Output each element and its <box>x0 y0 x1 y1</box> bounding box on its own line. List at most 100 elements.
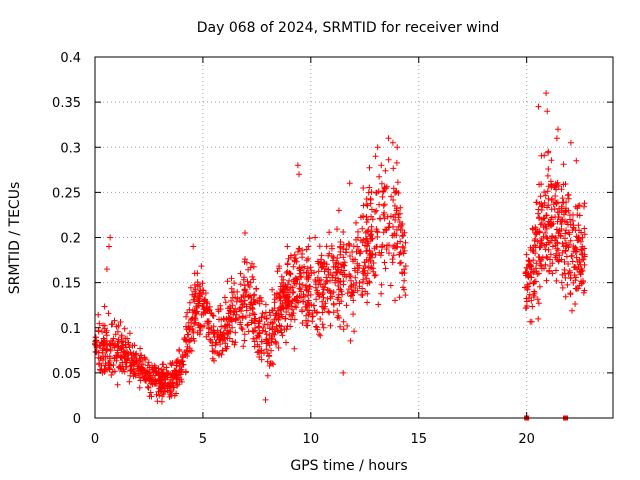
data-point <box>390 185 397 192</box>
data-point <box>183 368 189 375</box>
data-point <box>553 277 560 284</box>
data-point <box>378 180 385 187</box>
data-point <box>567 237 574 244</box>
data-point <box>379 242 386 248</box>
data-point <box>204 300 211 307</box>
data-point <box>324 295 331 302</box>
data-point <box>581 231 588 238</box>
data-point <box>531 290 538 297</box>
data-point <box>146 393 153 400</box>
data-point <box>368 232 374 239</box>
data-point <box>240 343 247 350</box>
data-point <box>332 263 339 270</box>
data-point <box>111 342 118 349</box>
data-point <box>101 322 108 329</box>
data-point <box>169 360 176 366</box>
data-point <box>100 345 106 352</box>
x-tick-label: 5 <box>199 432 207 447</box>
data-point <box>278 329 285 336</box>
data-point <box>401 229 408 236</box>
data-point <box>375 301 382 308</box>
data-point <box>402 263 409 269</box>
data-point <box>119 342 126 349</box>
data-point <box>126 330 133 337</box>
data-point <box>575 234 582 241</box>
data-point <box>533 199 540 206</box>
data-point <box>305 297 312 304</box>
data-point <box>282 315 289 322</box>
data-point <box>229 302 236 309</box>
data-point <box>523 251 530 258</box>
data-point <box>93 337 100 344</box>
data-point <box>549 270 556 277</box>
data-point <box>238 325 245 332</box>
data-point <box>377 252 384 259</box>
data-point <box>180 361 187 368</box>
data-point <box>362 235 369 242</box>
data-point <box>351 328 358 335</box>
data-point <box>337 278 344 285</box>
data-point <box>402 292 409 299</box>
data-point <box>329 257 336 264</box>
data-point <box>258 314 265 321</box>
data-point <box>379 193 386 200</box>
data-point <box>330 254 337 261</box>
data-point <box>562 293 569 300</box>
data-point <box>335 312 342 319</box>
data-point <box>256 300 263 307</box>
data-point <box>128 368 135 374</box>
data-point <box>126 378 133 385</box>
data-point <box>152 364 159 371</box>
data-point <box>376 201 383 208</box>
data-point <box>562 274 569 281</box>
data-point <box>580 256 587 263</box>
data-point <box>550 201 557 208</box>
data-point <box>158 379 165 386</box>
data-point <box>378 281 385 288</box>
data-point <box>241 297 248 304</box>
data-point <box>319 309 326 316</box>
data-point <box>359 239 366 245</box>
data-point <box>561 211 567 218</box>
data-point <box>555 214 562 220</box>
data-point <box>104 346 111 353</box>
data-point <box>207 336 213 343</box>
data-point <box>157 373 164 380</box>
data-point <box>289 312 296 319</box>
data-point <box>573 274 579 281</box>
data-point <box>114 353 121 360</box>
data-point <box>306 235 313 242</box>
data-point <box>290 310 297 317</box>
data-point <box>575 222 582 229</box>
data-point <box>310 313 316 320</box>
data-point <box>256 354 263 360</box>
data-point <box>323 243 330 250</box>
data-points <box>92 90 588 421</box>
data-point <box>246 312 253 319</box>
x-tick-label: 20 <box>518 432 535 447</box>
data-point <box>324 287 331 293</box>
data-point <box>402 239 409 246</box>
data-point <box>287 270 294 277</box>
data-point <box>158 387 165 394</box>
data-point <box>283 339 289 346</box>
data-point <box>304 307 311 314</box>
data-point <box>299 281 306 288</box>
data-point <box>362 288 369 295</box>
x-axis-label: GPS time / hours <box>290 458 407 474</box>
data-point <box>316 331 323 338</box>
data-point <box>205 318 212 325</box>
data-point <box>359 225 366 232</box>
data-point <box>210 313 217 319</box>
data-point <box>121 368 128 375</box>
data-point <box>364 299 371 306</box>
data-point <box>552 193 559 199</box>
data-point <box>558 226 565 232</box>
data-point <box>281 326 288 333</box>
data-point <box>182 336 189 343</box>
data-point <box>218 323 225 330</box>
data-point <box>373 243 380 250</box>
data-point <box>335 275 341 282</box>
data-point <box>372 272 379 278</box>
